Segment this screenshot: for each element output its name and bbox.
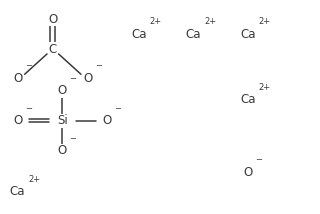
Text: O: O — [58, 85, 67, 97]
Text: 2+: 2+ — [150, 17, 162, 26]
Text: 2+: 2+ — [259, 17, 271, 26]
Text: Ca: Ca — [186, 28, 201, 41]
Text: −: − — [25, 61, 32, 70]
Text: −: − — [114, 104, 121, 113]
Text: Si: Si — [57, 114, 68, 127]
Text: O: O — [58, 144, 67, 157]
Text: 2+: 2+ — [204, 17, 216, 26]
Text: O: O — [244, 166, 252, 179]
Text: O: O — [48, 13, 57, 26]
Text: O: O — [13, 72, 22, 85]
Text: O: O — [13, 114, 22, 127]
Text: Ca: Ca — [240, 28, 256, 41]
Text: −: − — [25, 104, 32, 113]
Text: −: − — [69, 134, 76, 143]
Text: 2+: 2+ — [259, 83, 271, 92]
Text: C: C — [49, 43, 57, 56]
Text: O: O — [103, 114, 112, 127]
Text: O: O — [84, 72, 92, 85]
Text: Ca: Ca — [132, 28, 147, 41]
Text: Ca: Ca — [240, 93, 256, 106]
Text: −: − — [255, 155, 262, 164]
Text: Ca: Ca — [10, 185, 25, 198]
Text: −: − — [95, 61, 102, 70]
Text: −: − — [69, 74, 76, 83]
Text: 2+: 2+ — [28, 175, 40, 184]
